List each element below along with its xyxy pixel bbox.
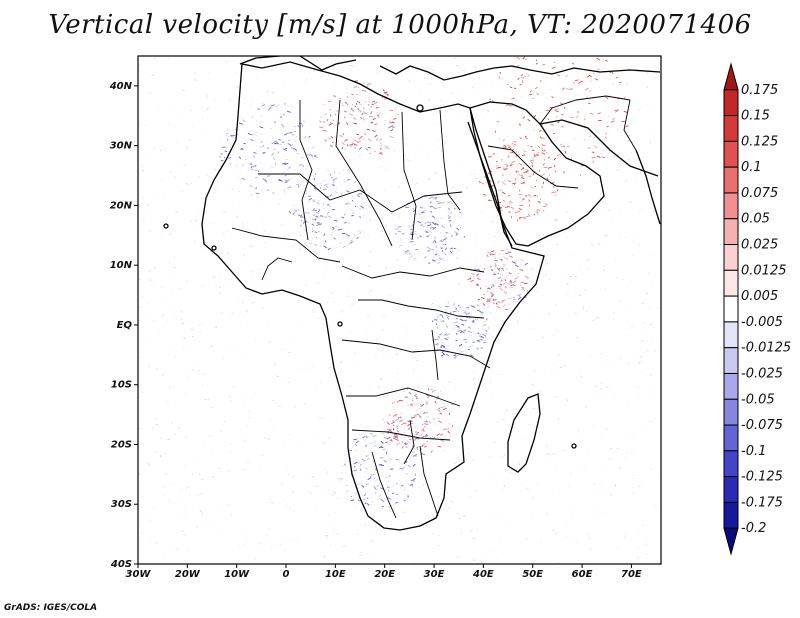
lat-tick-label: 10S	[111, 380, 132, 391]
colorbar-box	[723, 501, 739, 529]
lat-tick-label: 40N	[109, 81, 133, 92]
colorbar-box	[723, 372, 739, 400]
colorbar-label: -0.025	[741, 366, 783, 381]
colorbar-label: -0.0125	[741, 341, 791, 356]
lat-tick-label: 10N	[110, 260, 133, 271]
africa-coastline	[201, 61, 545, 531]
lon-tick-label: 60E	[572, 569, 593, 580]
colorbar-label: 0.15	[741, 109, 770, 124]
colorbar-label: 0.075	[741, 186, 778, 201]
colorbar-label: -0.075	[741, 418, 783, 433]
colorbar-box	[723, 269, 739, 297]
lon-tick-label: 40E	[472, 569, 494, 580]
lon-tick-label: 20E	[374, 569, 395, 580]
colorbar-label: -0.05	[741, 392, 775, 407]
colorbar-label: -0.175	[741, 495, 783, 510]
colorbar-box	[723, 244, 739, 271]
colorbar-box	[723, 218, 739, 246]
arabia-coastline	[469, 101, 605, 247]
colorbar-box	[723, 192, 739, 220]
lat-tick-label: 20N	[110, 200, 133, 211]
colorbar-label: -0.125	[741, 470, 783, 485]
lon-tick-label: 0	[283, 569, 290, 580]
lat-tick-label: 30S	[111, 499, 132, 510]
red-sea-coast	[467, 121, 513, 247]
colorbar-box	[723, 295, 739, 323]
velocity-field	[138, 56, 661, 564]
lon-tick-label: 50E	[522, 569, 543, 580]
gulf-coastline	[539, 119, 659, 177]
colorbar-box	[723, 321, 739, 349]
colorbar: 0.175 0.15 0.125 0.1 0.075 0.05 0.025 0.0125 0.0…	[723, 62, 791, 556]
chart-title: Vertical velocity [m/s] at 1000hPa, VT: …	[48, 10, 752, 40]
colorbar-label: -0.1	[741, 444, 766, 459]
colorbar-label: 0.025	[741, 238, 778, 253]
colorbar-label: 0.1	[741, 160, 762, 175]
grads-credit: GrADS: IGES/COLA	[4, 603, 98, 613]
longitude-axis: 30W 20W 10W 0 10E 20E 30E 40E 50E 60E 70E	[126, 564, 642, 580]
lon-tick-label: 20W	[175, 569, 201, 580]
coastlines	[163, 56, 661, 531]
europe-coastline	[239, 56, 661, 81]
colorbar-label: -0.2	[741, 521, 766, 536]
colorbar-box	[723, 166, 739, 194]
lat-tick-label: 30N	[110, 141, 133, 152]
colorbar-label: -0.005	[741, 315, 783, 330]
lat-tick-label: 20S	[111, 439, 132, 450]
india-coastline	[635, 149, 661, 225]
lon-tick-label: 10E	[325, 569, 346, 580]
colorbar-label: 0.005	[741, 289, 778, 304]
colorbar-box	[723, 347, 739, 374]
colorbar-min-arrow	[723, 527, 739, 556]
colorbar-box	[723, 398, 739, 426]
lon-tick-label: 30E	[424, 569, 445, 580]
lat-tick-label: EQ	[117, 320, 133, 331]
colorbar-label: 0.05	[741, 212, 770, 227]
colorbar-box	[723, 476, 739, 503]
madagascar-coastline	[507, 393, 541, 473]
map-frame	[137, 55, 662, 565]
country-borders	[231, 95, 637, 519]
colorbar-box	[723, 115, 739, 142]
colorbar-box	[723, 89, 739, 117]
colorbar-box	[723, 424, 739, 452]
lon-tick-label: 10W	[224, 569, 250, 580]
colorbar-label: 0.125	[741, 134, 778, 149]
colorbar-label: 0.0125	[741, 263, 787, 278]
latitude-axis: 40S 30S 20S 10S EQ 10N 20N 30N 40N	[109, 81, 138, 570]
lat-tick-label: 40S	[110, 559, 132, 570]
lon-tick-label: 30W	[126, 569, 152, 580]
colorbar-label: 0.175	[741, 83, 778, 98]
colorbar-box	[723, 450, 739, 478]
colorbar-box	[723, 140, 739, 168]
lon-tick-label: 70E	[621, 569, 642, 580]
colorbar-max-arrow	[723, 62, 739, 91]
